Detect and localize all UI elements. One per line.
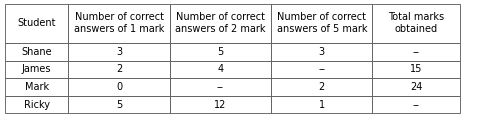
Bar [169,96,271,113]
Text: Shane: Shane [21,47,52,57]
Text: --: -- [318,64,324,75]
Text: Ricky: Ricky [24,100,49,110]
Bar [169,61,271,78]
Text: Number of correct
answers of 5 mark: Number of correct answers of 5 mark [276,12,366,34]
Bar [68,96,169,113]
Text: 24: 24 [409,82,421,92]
Text: Number of correct
answers of 2 mark: Number of correct answers of 2 mark [175,12,265,34]
Text: 2: 2 [318,82,324,92]
Bar [68,4,169,43]
Bar [68,61,169,78]
Bar [271,96,372,113]
Bar [5,61,68,78]
Text: Student: Student [17,18,56,28]
Bar [5,96,68,113]
Text: 12: 12 [214,100,226,110]
Bar [169,4,271,43]
Bar [271,61,372,78]
Text: James: James [22,64,51,75]
Bar [5,78,68,96]
Text: 1: 1 [318,100,324,110]
Bar [372,61,459,78]
Bar [68,43,169,61]
Text: --: -- [412,47,419,57]
Bar [372,43,459,61]
Bar [271,78,372,96]
Text: 2: 2 [116,64,122,75]
Bar [271,43,372,61]
Text: 0: 0 [116,82,122,92]
Bar [372,96,459,113]
Text: Mark: Mark [24,82,48,92]
Text: Number of correct
answers of 1 mark: Number of correct answers of 1 mark [74,12,164,34]
Text: 5: 5 [116,100,122,110]
Text: 4: 4 [217,64,223,75]
Bar [5,43,68,61]
Text: 3: 3 [318,47,324,57]
Text: Total marks
obtained: Total marks obtained [387,12,443,34]
Text: --: -- [412,100,419,110]
Text: 5: 5 [217,47,223,57]
Bar [5,4,68,43]
Bar [169,43,271,61]
Text: --: -- [216,82,224,92]
Bar [169,78,271,96]
Bar [372,78,459,96]
Bar [271,4,372,43]
Text: 15: 15 [409,64,421,75]
Text: 3: 3 [116,47,122,57]
Bar [68,78,169,96]
Bar [372,4,459,43]
